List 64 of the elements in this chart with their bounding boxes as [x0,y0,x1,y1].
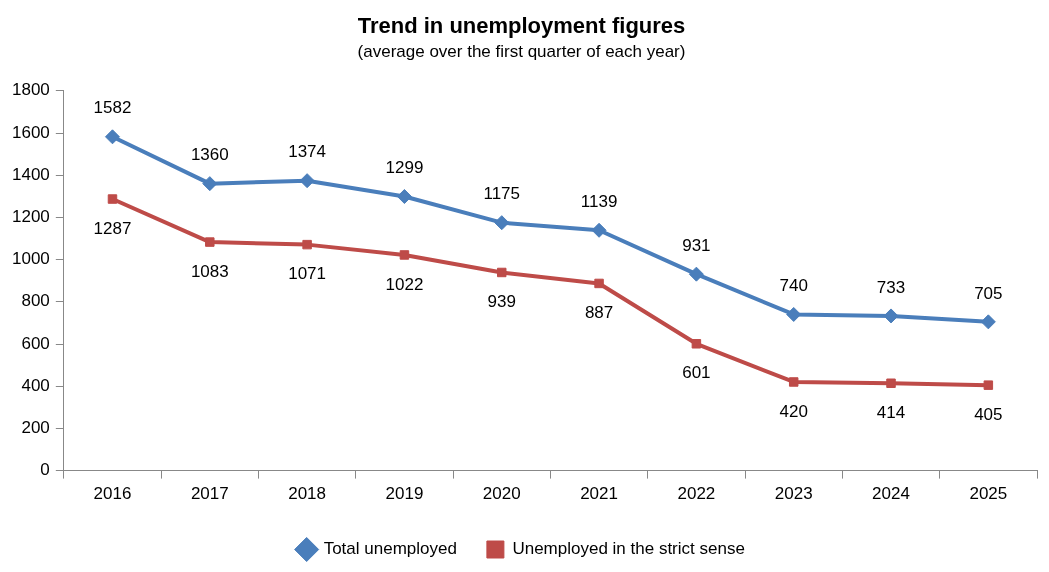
y-tick-label: 1800 [11,80,50,100]
y-tick-label: 400 [21,375,50,395]
point [399,250,410,260]
data-label: 733 [876,277,906,297]
y-tick-label: 1400 [11,164,50,184]
data-label: 705 [974,283,1003,303]
point [205,237,215,247]
point [299,173,315,189]
y-tick-label: 1000 [11,249,50,269]
x-tick-label: 2020 [482,484,521,504]
x-tick-label: 2024 [872,484,910,504]
legend-label: Total unemployed [323,539,457,559]
data-label: 1022 [385,274,424,294]
point [594,278,604,289]
data-label: 1582 [93,98,132,118]
point [883,308,899,324]
x-tick-label: 2022 [677,484,716,504]
point [104,129,120,145]
point [980,314,996,330]
data-label: 1287 [93,218,132,238]
point [494,215,510,231]
point [691,339,702,349]
chart-subtitle: (average over the first quarter of each year) [357,42,686,62]
x-tick-label: 2017 [190,484,229,504]
data-label: 740 [779,276,808,296]
point [591,222,607,238]
point [788,377,799,387]
point [107,194,118,204]
point [302,239,312,250]
data-label: 1071 [288,264,327,284]
data-label: 420 [779,401,808,421]
data-label: 939 [487,292,516,312]
y-tick-label: 1600 [11,122,50,142]
x-tick-label: 2016 [93,484,132,504]
chart-title: Trend in unemployment figures [357,13,686,39]
legend-label: Unemployed in the strict sense [512,539,745,559]
x-tick-label: 2023 [774,484,813,504]
x-tick-label: 2025 [969,484,1008,504]
data-label: 1374 [288,142,327,162]
point [497,267,507,278]
data-label: 1083 [190,261,229,281]
point [202,176,218,192]
data-label: 1175 [483,184,521,204]
data-label: 414 [876,402,906,422]
x-tick-label: 2021 [580,484,618,504]
data-label: 1139 [580,191,618,211]
x-tick-label: 2019 [385,484,424,504]
data-label: 931 [682,235,711,255]
data-label: 405 [974,404,1003,424]
point [396,189,412,205]
point [786,306,802,322]
data-label: 1299 [385,158,424,178]
y-tick-label: 800 [21,291,50,311]
data-label: 601 [682,363,711,383]
y-tick-label: 1200 [11,207,50,227]
x-tick-label: 2018 [288,484,327,504]
point [983,380,994,390]
data-label: 1360 [190,145,229,165]
y-tick-label: 0 [40,460,50,480]
y-tick-label: 600 [21,333,50,353]
point [886,378,896,388]
y-tick-label: 200 [21,418,50,438]
data-label: 887 [584,303,614,323]
point [688,266,704,282]
